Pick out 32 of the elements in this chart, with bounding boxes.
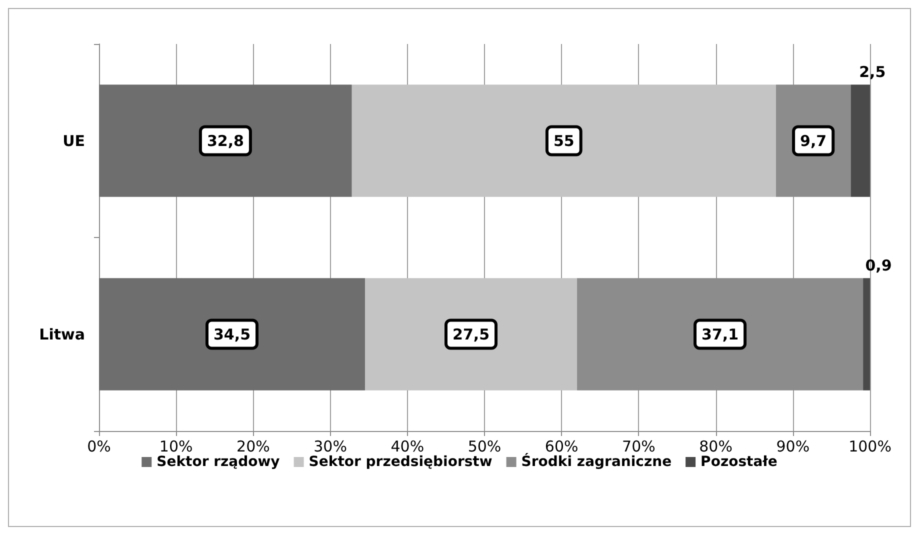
x-tick-label: 60% xyxy=(544,438,578,456)
x-tick-label: 20% xyxy=(236,438,270,456)
x-tick-label: 90% xyxy=(776,438,810,456)
bar xyxy=(352,84,776,197)
legend-label: Sektor rządowy xyxy=(156,454,280,470)
bar xyxy=(364,278,578,390)
legend-label: Środki zagraniczne xyxy=(521,453,672,470)
x-tick-label: 30% xyxy=(314,438,347,456)
legend-label: Sektor przedsiębiorstw xyxy=(308,454,492,470)
y-tick-label: UE xyxy=(62,132,85,150)
bar xyxy=(577,278,864,390)
bar xyxy=(863,278,870,390)
data-label: 34,5 xyxy=(213,325,251,344)
data-label: 55 xyxy=(553,132,574,150)
bar xyxy=(850,84,870,197)
data-label: 0,9 xyxy=(865,256,892,275)
data-label: 9,7 xyxy=(800,132,827,150)
x-tick-label: 80% xyxy=(699,438,732,456)
data-label: 32,8 xyxy=(206,132,244,150)
bar xyxy=(99,84,352,197)
y-tick-label: Litwa xyxy=(39,325,85,344)
x-tick-label: 40% xyxy=(390,438,424,456)
data-label: 2,5 xyxy=(859,63,886,82)
bar xyxy=(99,278,365,390)
x-tick-label: 70% xyxy=(622,438,656,456)
x-tick-label: 100% xyxy=(848,438,892,456)
data-label: 27,5 xyxy=(452,325,490,344)
x-tick-label: 0% xyxy=(87,438,111,456)
x-tick-label: 50% xyxy=(468,438,502,456)
data-label: 37,1 xyxy=(702,325,739,344)
x-tick-label: 10% xyxy=(159,438,193,456)
legend-label: Pozostałe xyxy=(700,454,778,470)
